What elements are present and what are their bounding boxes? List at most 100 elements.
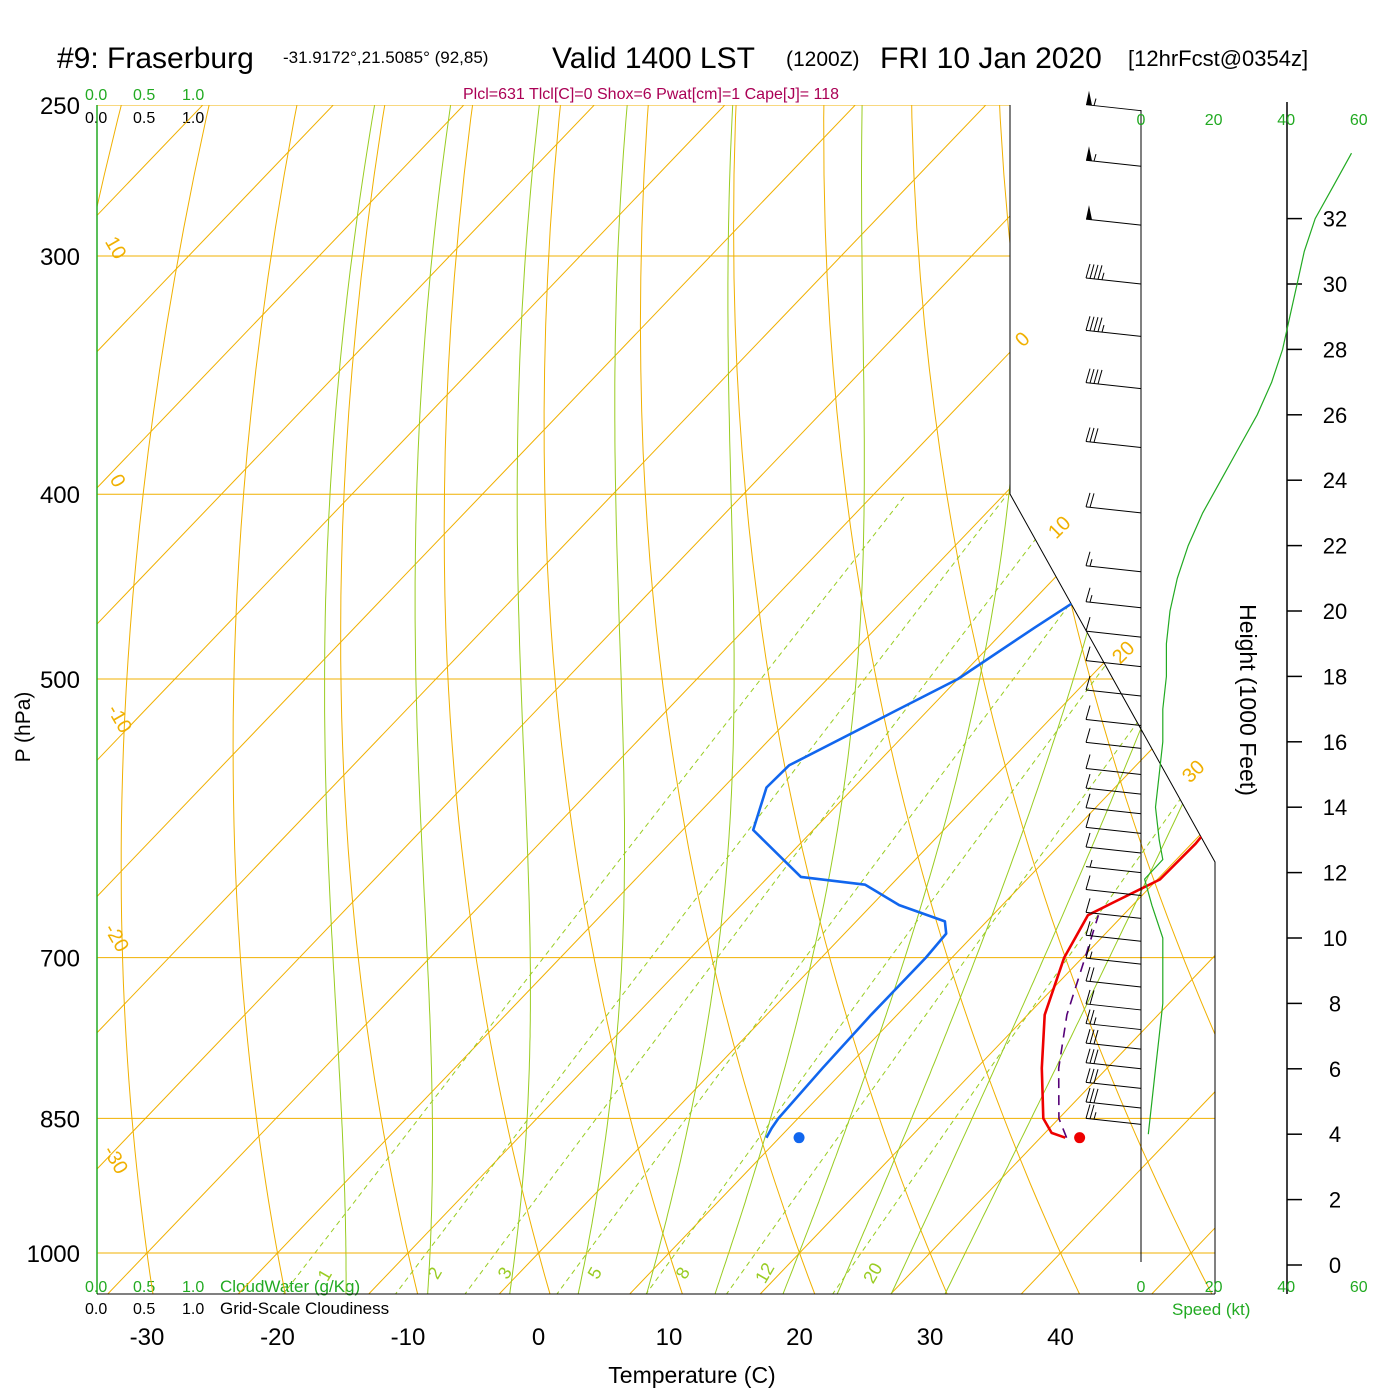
wind-barb-full xyxy=(1089,493,1095,508)
wind-barb xyxy=(1085,90,1142,112)
wind-barb-full xyxy=(1085,617,1091,632)
wind-barb-flag xyxy=(1086,90,1092,106)
isotherm-label: -30 xyxy=(98,1142,132,1178)
isotherm-line xyxy=(262,105,1215,1294)
wind-barb-full xyxy=(1085,427,1091,442)
wind-barb-full xyxy=(1089,316,1095,331)
wind-barb-half xyxy=(1093,1112,1097,1120)
wind-barb-half xyxy=(1093,1017,1097,1025)
cloudwater-tick-bottom: 0.5 xyxy=(133,1279,155,1296)
station-title: #9: Fraserburg xyxy=(57,42,254,75)
wind-barb xyxy=(1085,205,1142,226)
wind-barb-full xyxy=(1085,675,1091,691)
wind-barb xyxy=(1085,875,1142,896)
wind-barb-half xyxy=(1089,595,1093,603)
wind-barb-full xyxy=(1085,1048,1091,1063)
temperature-tick-label: 20 xyxy=(786,1324,813,1351)
isotherm-line xyxy=(97,105,1164,1294)
speed-tick-top: 40 xyxy=(1277,112,1295,129)
cloudiness-tick-top: 0.5 xyxy=(133,110,155,127)
forecast-label: [12hrFcst@0354z] xyxy=(1128,46,1308,71)
height-tick-label: 32 xyxy=(1323,207,1347,232)
wind-barb-shaft xyxy=(1085,934,1142,942)
wind-barb xyxy=(1085,551,1142,573)
parcel-profile xyxy=(1057,914,1100,1138)
wind-barb-full xyxy=(1085,813,1091,828)
moist-adiabat-line xyxy=(503,105,566,1294)
height-tick-label: 8 xyxy=(1329,991,1341,1016)
moist-adiabat-line xyxy=(767,105,1024,1294)
cloud-axis-top: 0.0 0.5 1.0 0.0 0.5 1.0 xyxy=(85,87,204,127)
mixing-ratio-line xyxy=(436,493,1071,1294)
wind-barb-full xyxy=(1085,966,1091,982)
wind-barb-full xyxy=(1085,754,1091,769)
isotherm-line xyxy=(97,105,642,1294)
wind-barb-shaft xyxy=(1085,277,1142,285)
pressure-tick-label: 300 xyxy=(40,244,80,271)
wind-barb-full xyxy=(1089,1009,1095,1025)
wind-barb-shaft xyxy=(1085,741,1142,749)
dry-adiabat-line xyxy=(823,105,1099,1294)
moist-adiabat-line xyxy=(635,105,748,1294)
wind-barb xyxy=(1085,921,1142,942)
valid-time: Valid 1400 LST xyxy=(552,42,755,75)
wind-barb-shaft xyxy=(1085,1042,1142,1050)
isotherm-line xyxy=(97,105,772,1294)
wind-barb-full xyxy=(1085,728,1091,743)
pressure-tick-label: 250 xyxy=(40,93,80,120)
wind-barb-full xyxy=(1085,1104,1091,1119)
height-tick-label: 28 xyxy=(1323,337,1347,362)
height-tick-label: 0 xyxy=(1329,1253,1341,1278)
surface-dewpoint-marker xyxy=(793,1132,805,1144)
wind-barb-shaft xyxy=(1085,1081,1142,1089)
dry-adiabat-line xyxy=(232,105,338,1294)
isotherm-label: -20 xyxy=(99,920,133,956)
speed-tick-bottom: 60 xyxy=(1350,1279,1368,1296)
speed-tick-top: 20 xyxy=(1205,112,1223,129)
wind-barb-half xyxy=(1089,928,1093,936)
mixing-ratio-line xyxy=(366,493,1008,1294)
wind-barb-full xyxy=(1093,317,1099,332)
wind-barb-full xyxy=(1085,832,1091,848)
wind-barb xyxy=(1085,368,1142,390)
wind-barb-half xyxy=(1089,951,1093,959)
wind-barb-full xyxy=(1085,368,1091,383)
wind-barb-full xyxy=(1093,1088,1099,1104)
wind-barb-shaft xyxy=(1085,382,1142,390)
wind-barb-shaft xyxy=(1085,768,1142,775)
wind-barb-shaft xyxy=(1085,888,1142,896)
cloudiness-tick-top: 0.0 xyxy=(85,110,107,127)
wind-barb-flag xyxy=(1086,146,1092,161)
wind-barb-full xyxy=(1089,967,1095,982)
height-tick-label: 26 xyxy=(1323,403,1347,428)
height-tick-label: 14 xyxy=(1323,795,1347,820)
wind-barb-full xyxy=(1093,369,1099,384)
height-tick-label: 30 xyxy=(1323,272,1347,297)
wind-barb-full xyxy=(1089,1029,1095,1044)
speed-tick-top: 60 xyxy=(1350,112,1368,129)
wind-barb-shaft xyxy=(1085,441,1142,448)
isotherm-label: 10 xyxy=(1044,512,1075,543)
surface-temperature-marker xyxy=(1074,1132,1086,1144)
temperature-tick-label: -30 xyxy=(130,1324,165,1351)
cloud-axis-bottom: 0.0 0.5 1.0 CloudWater (g/Kg) 0.0 0.5 1.… xyxy=(85,1277,389,1318)
height-tick-label: 24 xyxy=(1323,468,1347,493)
dry-adiabat-line xyxy=(443,105,562,1294)
moist-adiabat-line xyxy=(925,105,1215,1294)
pressure-tick-label: 850 xyxy=(40,1106,80,1133)
height-tick-label: 2 xyxy=(1329,1188,1341,1213)
wind-barb xyxy=(1085,1009,1142,1031)
wind-barb-shaft xyxy=(1085,846,1142,854)
height-tick-label: 10 xyxy=(1323,926,1347,951)
moist-adiabat-line xyxy=(701,105,870,1294)
wind-barb-shaft xyxy=(1085,957,1142,965)
cloudwater-tick-top: 0.0 xyxy=(85,87,107,104)
wind-barb-shaft xyxy=(1085,218,1142,226)
wind-barb-shaft xyxy=(1085,660,1142,668)
isotherm-line xyxy=(784,105,1215,1294)
dry-adiabat-line xyxy=(1243,0,1400,1332)
wind-barb xyxy=(1085,1068,1142,1089)
wind-barb-full xyxy=(1089,1088,1095,1103)
wind-barb xyxy=(1085,793,1142,815)
